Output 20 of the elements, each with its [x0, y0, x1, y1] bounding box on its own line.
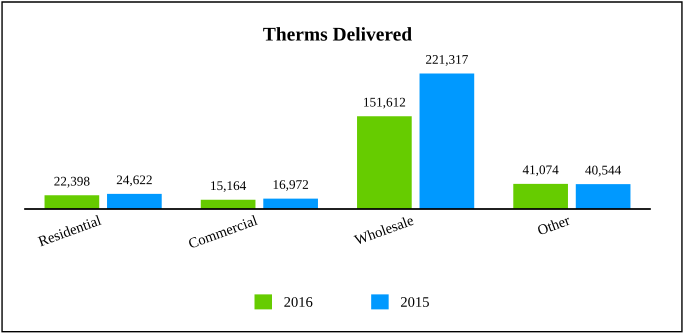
bar — [576, 184, 630, 209]
bar — [263, 198, 318, 209]
data-label: 41,074 — [522, 165, 559, 176]
bar — [357, 116, 412, 209]
legend-label: 2015 — [400, 297, 429, 307]
data-label: 40,544 — [585, 166, 622, 176]
chart-title: Therms Delivered — [263, 27, 412, 41]
bar — [107, 194, 162, 209]
data-label: 15,164 — [211, 181, 246, 192]
data-label: 221,317 — [426, 55, 468, 66]
legend-label: 2016 — [284, 297, 312, 307]
bar — [513, 184, 568, 209]
data-label: 16,972 — [274, 180, 308, 191]
bar — [44, 195, 100, 209]
data-label: 151,612 — [364, 98, 406, 108]
data-label: 24,622 — [116, 175, 152, 186]
bar — [200, 200, 256, 209]
data-label: 22,398 — [54, 176, 90, 188]
x-tick-label: Other — [536, 214, 571, 236]
bar — [420, 74, 474, 209]
